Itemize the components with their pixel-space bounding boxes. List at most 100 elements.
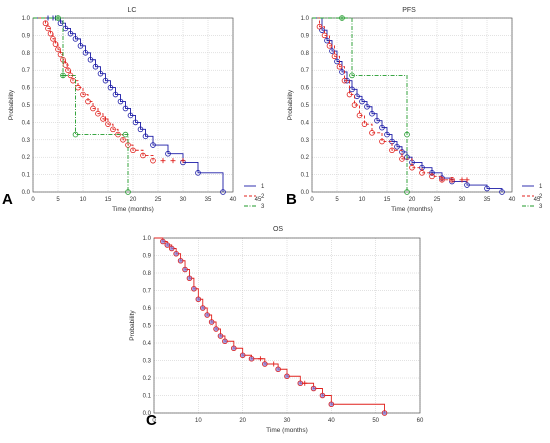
event-marker (404, 131, 410, 138)
y-tick-label: 0.7 (301, 68, 310, 74)
censor-mark (103, 116, 108, 122)
event-marker (217, 333, 224, 339)
y-tick-label: 0.4 (301, 120, 310, 126)
y-tick-label: 0.7 (22, 68, 31, 74)
event-marker (464, 182, 470, 188)
event-marker (359, 98, 365, 105)
event-marker (199, 305, 206, 311)
y-tick-label: 0.6 (301, 86, 310, 92)
event-marker (379, 138, 385, 145)
censor-mark (271, 361, 277, 367)
event-marker (336, 63, 343, 70)
y-tick-label: 0.4 (143, 341, 152, 347)
panel-0: 0 5 10 15 20 25 30 35 40 45 0.0 0.1 0.2 0.3 0.4 0.5 0.6 0… (8, 15, 265, 213)
y-tick-label: 1.0 (301, 16, 310, 22)
event-marker (191, 285, 197, 292)
censor-mark (55, 15, 61, 21)
event-marker (47, 30, 54, 37)
event-marker (239, 352, 246, 359)
x-tick-label: 40 (509, 197, 516, 203)
plot-frame (311, 17, 513, 193)
event-marker (328, 401, 335, 408)
y-tick-label: 0.0 (22, 190, 31, 196)
x-tick-label: 45 (534, 197, 541, 203)
event-marker (262, 361, 268, 367)
x-tick-label: 30 (180, 197, 187, 203)
event-marker (168, 245, 175, 252)
event-marker (369, 110, 375, 117)
event-marker (231, 345, 237, 352)
event-marker (384, 131, 390, 138)
event-marker (130, 147, 136, 154)
series-2 (33, 17, 186, 164)
event-marker (173, 250, 179, 257)
event-marker (137, 126, 144, 133)
event-marker (379, 124, 385, 131)
event-marker (77, 43, 84, 49)
y-tick-label: 0.2 (22, 155, 31, 161)
legend-label: 3 (539, 204, 543, 210)
panel-2: 0 10 20 30 40 50 60 0.0 0.1 0.2 0.3 0.4 0.5 0.6 0.7 0.8… (129, 236, 424, 434)
event-marker (275, 366, 281, 373)
y-tick-label: 0.6 (22, 86, 31, 92)
x-tick-label: 0 (310, 197, 314, 203)
event-marker (195, 170, 201, 176)
event-marker (107, 84, 114, 91)
x-tick-label: 0 (31, 197, 35, 203)
legend-label: 2 (261, 194, 265, 200)
event-marker (364, 103, 370, 110)
legend-label: 1 (539, 184, 543, 190)
series-3 (33, 15, 131, 195)
event-marker (117, 98, 124, 105)
x-tick-label: 10 (80, 197, 87, 203)
event-marker (316, 23, 323, 30)
event-marker (220, 189, 226, 195)
event-marker (186, 275, 193, 282)
y-tick-label: 0.0 (143, 411, 152, 417)
censor-mark (449, 177, 455, 183)
event-marker (65, 67, 71, 73)
event-marker (164, 242, 171, 248)
event-marker (321, 32, 328, 39)
event-marker (142, 133, 149, 140)
y-tick-label: 0.3 (301, 138, 310, 144)
x-tick-label: 15 (384, 197, 391, 203)
y-tick-label: 0.2 (301, 155, 310, 161)
event-marker (297, 380, 304, 387)
event-marker (248, 355, 255, 362)
x-tick-label: 35 (205, 197, 212, 203)
event-marker (52, 41, 59, 47)
series-3 (312, 15, 410, 195)
y-tick-label: 0.0 (301, 190, 310, 196)
legend-label: 2 (539, 194, 543, 200)
x-tick-label: 0 (152, 418, 156, 424)
event-marker (82, 49, 89, 56)
event-marker (127, 112, 134, 119)
event-marker (361, 121, 368, 127)
event-marker (369, 130, 375, 136)
event-marker (125, 189, 131, 195)
event-marker (67, 30, 74, 37)
censor-mark (60, 72, 66, 78)
plot-frame (32, 17, 234, 193)
event-marker (72, 36, 79, 42)
x-tick-label: 45 (255, 197, 262, 203)
x-tick-label: 25 (434, 197, 441, 203)
event-marker (351, 102, 358, 108)
event-marker (87, 56, 94, 63)
event-marker (85, 98, 91, 105)
event-marker (45, 25, 51, 32)
event-marker (55, 46, 61, 53)
event-marker (182, 266, 188, 273)
y-tick-label: 0.5 (301, 103, 310, 109)
y-tick-label: 0.5 (22, 103, 31, 109)
panel-c-letter: C (146, 412, 157, 429)
x-tick-label: 30 (459, 197, 466, 203)
event-marker (484, 185, 490, 192)
y-tick-label: 0.3 (22, 138, 31, 144)
event-marker (122, 105, 129, 112)
event-marker (284, 373, 290, 380)
event-marker (381, 410, 388, 416)
event-marker (160, 238, 166, 245)
event-marker (132, 119, 139, 126)
